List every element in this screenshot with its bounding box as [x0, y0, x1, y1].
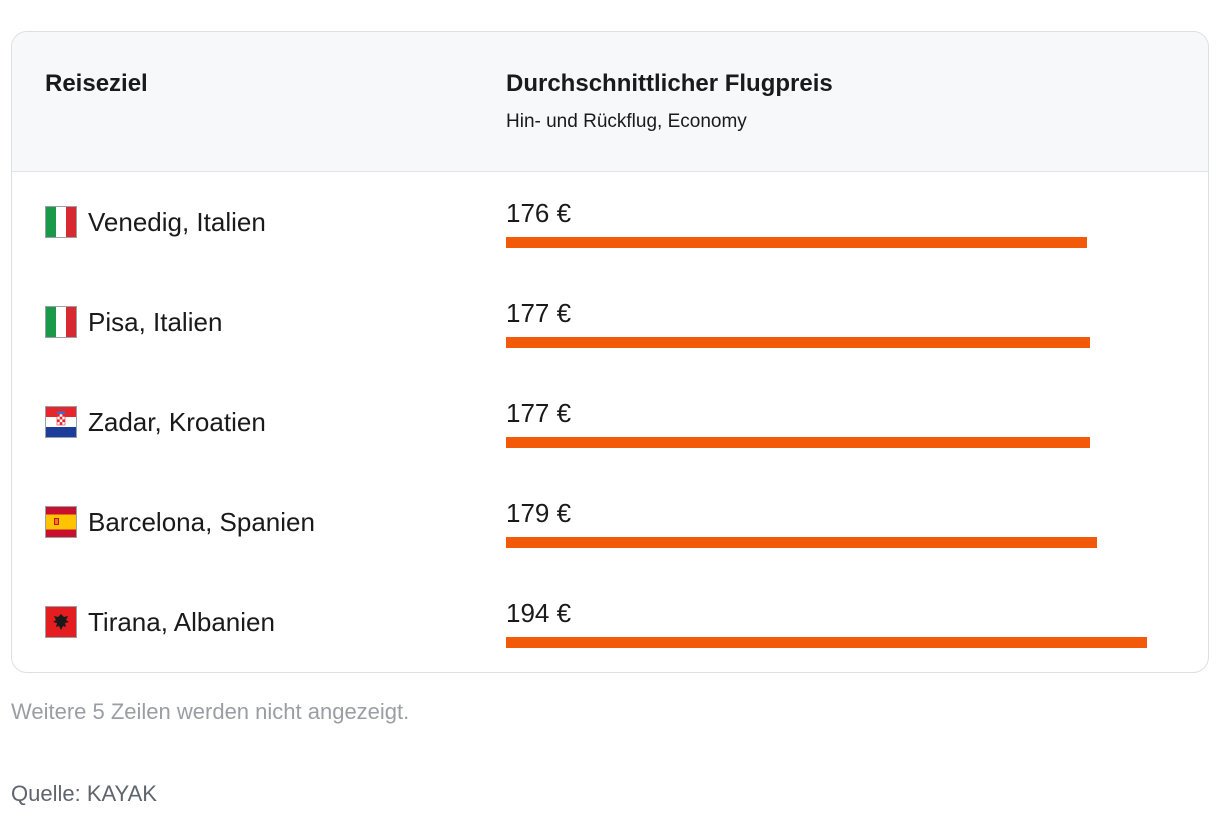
price-value-label: 179 € [506, 498, 572, 528]
destination-column-header: Reiseziel [45, 70, 148, 97]
price-bar [506, 337, 1091, 348]
italy-flag [45, 306, 77, 338]
table-row: Barcelona, Spanien 179 € [12, 472, 1208, 572]
table-header: Reiseziel Durchschnittlicher Flugpreis H… [12, 32, 1208, 172]
destination-label: Tirana, Albanien [88, 607, 275, 637]
price-bar [506, 437, 1091, 448]
price-bar [506, 237, 1088, 248]
source-label: Quelle: KAYAK [11, 781, 157, 806]
destination-label: Pisa, Italien [88, 307, 223, 337]
destination-label: Barcelona, Spanien [88, 507, 315, 537]
price-value-label: 177 € [506, 398, 572, 428]
table-row: Tirana, Albanien 194 € [12, 572, 1208, 672]
croatia-flag [45, 406, 77, 438]
price-value-label: 194 € [506, 598, 572, 628]
price-bar [506, 537, 1098, 548]
price-value-label: 176 € [506, 198, 572, 228]
italy-flag [45, 206, 77, 238]
albania-flag [45, 606, 77, 638]
destination-label: Zadar, Kroatien [88, 407, 266, 437]
destination-label: Venedig, Italien [88, 207, 266, 237]
price-column-subheader: Hin- und Rückflug, Economy [506, 111, 747, 132]
spain-flag [45, 506, 77, 538]
price-value-label: 177 € [506, 298, 572, 328]
table-row: Venedig, Italien 176 € [12, 172, 1208, 272]
table-row: Zadar, Kroatien 177 € [12, 372, 1208, 472]
price-table-card: Reiseziel Durchschnittlicher Flugpreis H… [11, 31, 1209, 673]
price-bar [506, 637, 1147, 648]
table-row: Pisa, Italien 177 € [12, 272, 1208, 372]
price-column-header: Durchschnittlicher Flugpreis [506, 70, 833, 97]
more-rows-note: Weitere 5 Zeilen werden nicht angezeigt. [11, 699, 410, 724]
